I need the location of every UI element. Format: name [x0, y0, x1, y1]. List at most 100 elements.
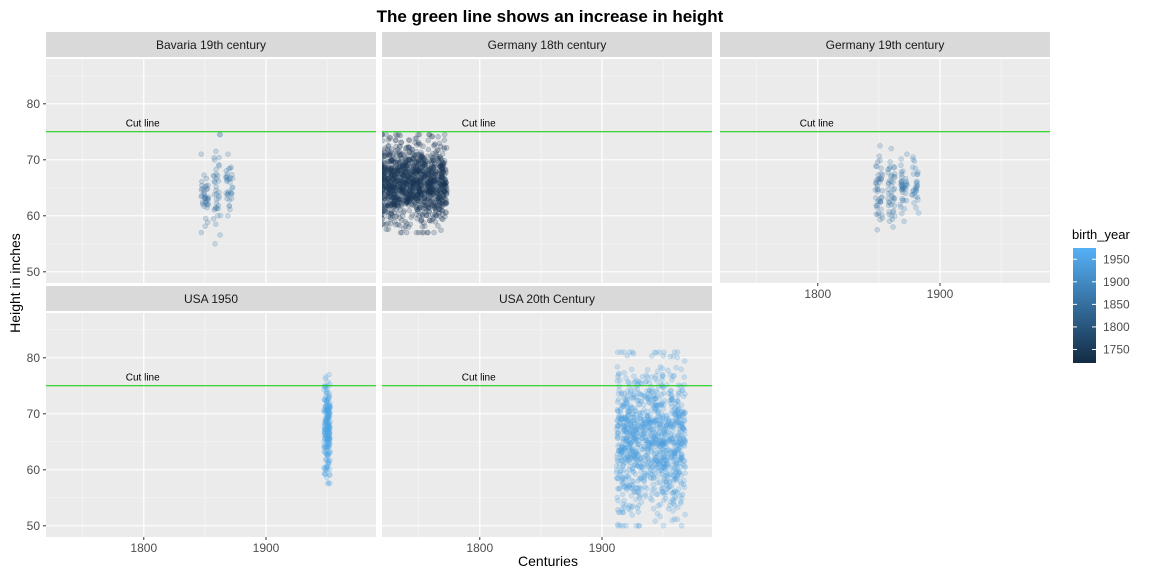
data-point [323, 464, 330, 471]
data-point [429, 185, 436, 191]
data-point [403, 145, 409, 152]
data-point [326, 420, 332, 427]
data-point [405, 194, 412, 201]
panel-strip [382, 286, 712, 311]
data-point [901, 182, 908, 188]
data-point [436, 180, 442, 186]
data-point [414, 177, 421, 183]
data-point [416, 205, 422, 211]
data-point [406, 176, 412, 183]
data-point [431, 176, 437, 182]
data-point [656, 420, 663, 427]
data-point [668, 400, 674, 407]
data-point [405, 178, 412, 185]
data-point [395, 157, 401, 164]
data-point [632, 489, 638, 496]
data-point [658, 440, 665, 447]
data-point [671, 422, 677, 428]
data-point [641, 407, 647, 413]
data-point [621, 390, 627, 397]
data-point [326, 466, 333, 472]
data-point [325, 438, 332, 445]
data-point [632, 488, 638, 495]
data-point [386, 153, 392, 159]
data-point [409, 193, 415, 199]
data-point [615, 429, 621, 436]
data-point [412, 177, 418, 183]
data-point [899, 187, 905, 193]
data-point [654, 432, 661, 439]
data-point [409, 212, 416, 218]
data-point [382, 221, 386, 227]
data-point [395, 178, 401, 185]
data-point [440, 184, 446, 190]
data-point [406, 193, 413, 200]
data-point [325, 452, 331, 459]
data-point [624, 454, 630, 461]
data-point [390, 186, 397, 193]
data-point [624, 451, 631, 457]
panel-background [382, 59, 712, 283]
data-point [677, 437, 684, 443]
data-point [626, 408, 633, 414]
data-point [676, 468, 683, 475]
data-point [412, 170, 418, 176]
data-point [646, 418, 652, 424]
data-point [398, 185, 405, 192]
data-point [407, 196, 413, 202]
data-point [418, 194, 425, 200]
data-point [426, 188, 432, 194]
data-point [891, 195, 897, 201]
data-point [630, 453, 637, 460]
data-point [204, 204, 210, 211]
data-point [322, 429, 328, 435]
data-point [426, 187, 432, 194]
data-point [675, 398, 681, 405]
data-point [439, 174, 446, 180]
data-point [637, 423, 644, 430]
data-point [203, 175, 210, 182]
y-tick-label: 80 [27, 97, 41, 111]
data-point [654, 389, 660, 395]
data-point [661, 429, 667, 435]
data-point [403, 201, 410, 207]
data-point [413, 211, 419, 217]
data-point [391, 173, 397, 179]
data-point [326, 424, 333, 431]
data-point [632, 426, 639, 433]
data-point [386, 190, 392, 197]
data-point [681, 477, 687, 484]
data-point [416, 181, 423, 188]
data-point [619, 481, 626, 487]
data-point [385, 208, 391, 214]
data-point [211, 155, 217, 161]
data-point [382, 200, 383, 204]
data-point [322, 397, 328, 403]
data-point [425, 160, 431, 167]
data-point [417, 177, 423, 184]
data-point [624, 487, 630, 493]
data-point [435, 190, 441, 196]
data-point [650, 435, 657, 442]
data-point [417, 194, 423, 200]
data-point [418, 217, 425, 223]
data-point [387, 135, 394, 141]
data-point [618, 414, 625, 421]
data-point [396, 148, 402, 155]
data-point [660, 489, 666, 496]
data-point [382, 215, 386, 222]
data-point [667, 478, 673, 485]
data-point [682, 391, 688, 397]
data-point [651, 486, 658, 492]
data-point [383, 160, 390, 167]
data-point [225, 151, 231, 157]
data-point [644, 439, 651, 446]
data-point [382, 156, 384, 162]
data-point [628, 450, 634, 457]
data-point [660, 497, 667, 504]
data-point [681, 358, 688, 364]
data-point [384, 167, 390, 174]
data-point [652, 435, 658, 441]
data-point [321, 432, 328, 438]
